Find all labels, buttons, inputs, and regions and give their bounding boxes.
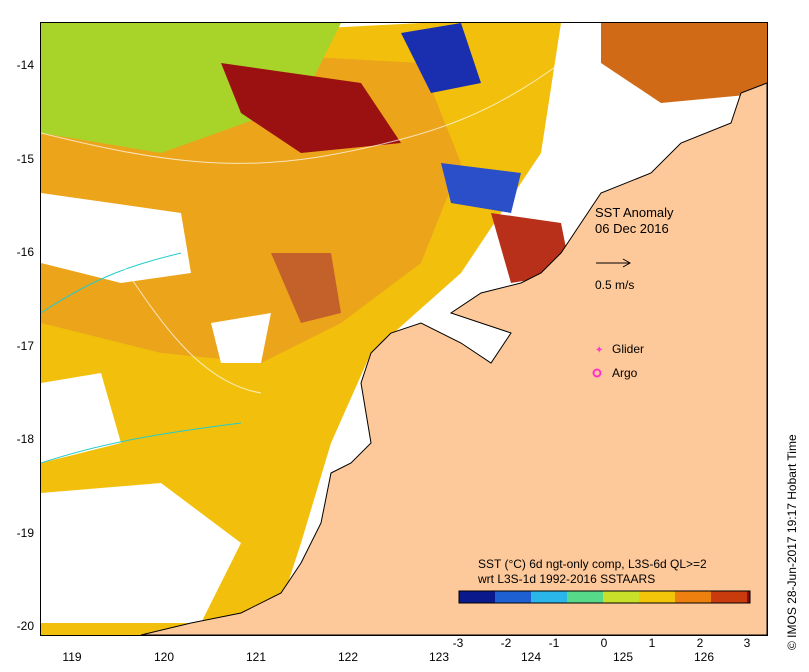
legend-glider-label: Glider	[612, 342, 645, 356]
contour-line-3	[41, 422, 242, 464]
cloud-gap-4	[211, 313, 271, 363]
y-tick-label: -18	[16, 432, 34, 446]
credit-text: © IMOS 28-Jun-2017 19:17 Hobart Time	[785, 434, 799, 650]
colorbar-segment	[495, 591, 531, 603]
colorbar-segment	[459, 591, 495, 603]
colorbar-segment	[531, 591, 567, 603]
colorbar-label: -1	[548, 636, 560, 650]
contour-line-2	[41, 252, 182, 314]
colorbar-segment	[639, 591, 675, 603]
colorbar-label: 2	[696, 636, 704, 650]
anomaly-hotspot-4	[601, 23, 767, 103]
colorbar-label: 0	[600, 636, 608, 650]
colorbar-segment	[675, 591, 711, 603]
x-tick-label: 119	[62, 650, 82, 664]
y-tick-label: -17	[16, 339, 34, 353]
map-panel[interactable]: ✦	[40, 22, 768, 636]
colorbar-segment	[747, 591, 750, 603]
anomaly-hotspot-2	[271, 253, 341, 323]
caption-line2: wrt L3S-1d 1992-2016 SSTAARS	[478, 572, 656, 586]
map-title-line2: 06 Dec 2016	[595, 221, 669, 236]
y-tick-label: -20	[16, 619, 34, 633]
legend-argo-label: Argo	[612, 366, 638, 380]
arrow-scale-label: 0.5 m/s	[595, 278, 635, 292]
colorbar-label: -3	[452, 636, 464, 650]
x-tick-label: 122	[337, 650, 359, 664]
x-tick-label: 125	[612, 650, 634, 664]
anomaly-field-green	[41, 23, 341, 153]
anomaly-hotspot-1	[221, 63, 401, 153]
y-tick-label: -14	[16, 58, 34, 72]
colorbar-label: 1	[648, 636, 656, 650]
colorbar	[458, 590, 751, 604]
x-tick-label: 126	[693, 650, 715, 664]
y-tick-label: -16	[16, 245, 34, 259]
anomaly-cold-patch-2	[441, 163, 521, 213]
colorbar-segment	[711, 591, 747, 603]
glider-marker-icon: ✦	[595, 345, 603, 356]
anomaly-cold-patch-1	[401, 23, 481, 93]
colorbar-segment	[567, 591, 603, 603]
arrow-scale-icon	[596, 258, 632, 268]
argo-marker-icon	[592, 368, 602, 378]
contour-line-4	[120, 262, 262, 394]
x-tick-label: 121	[245, 650, 267, 664]
colorbar-segment	[603, 591, 639, 603]
caption-line1: SST (°C) 6d ngt-only comp, L3S-6d QL>=2	[478, 557, 707, 571]
map-title-line1: SST Anomaly	[595, 205, 674, 220]
colorbar-label: 3	[743, 636, 751, 650]
colorbar-label: -2	[500, 636, 512, 650]
colorbar-outline	[458, 590, 751, 604]
x-tick-label: 123	[428, 650, 450, 664]
cloud-gap-2	[41, 373, 121, 463]
x-tick-label: 120	[153, 650, 175, 664]
sst-anomaly-map: ✦	[41, 23, 767, 635]
y-tick-label: -19	[16, 526, 34, 540]
contour-line-1	[41, 62, 562, 164]
y-tick-label: -15	[16, 152, 34, 166]
x-tick-label: 124	[520, 650, 542, 664]
cloud-gap-3	[41, 483, 241, 623]
land-mass	[140, 82, 767, 635]
